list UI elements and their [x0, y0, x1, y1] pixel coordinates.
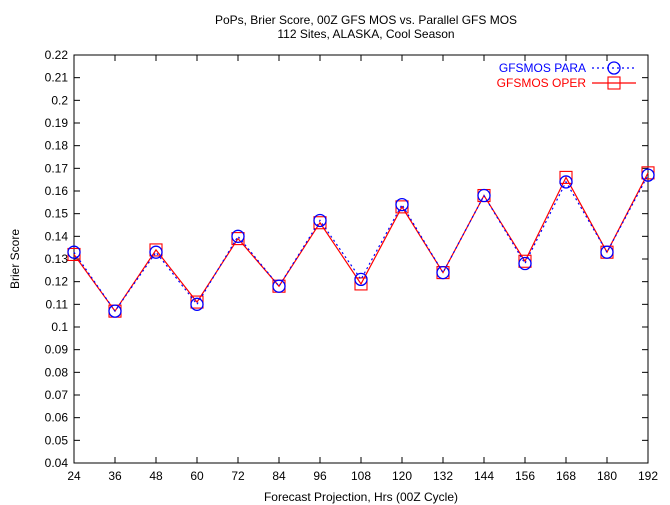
- gfsmos-oper-point: [559, 170, 573, 184]
- y-tick-label: 0.08: [45, 365, 69, 379]
- y-axis: 0.04 0.05 0.06 0.07 0.08 0.09 0.1 0.11 0.12 0.13 0…: [45, 48, 648, 470]
- x-tick-label: 60: [190, 469, 204, 483]
- gfsmos-para-point: [395, 197, 409, 212]
- legend-label-gfsmos-para: GFSMOS PARA: [499, 61, 586, 75]
- y-tick-label: 0.05: [45, 433, 69, 447]
- x-tick-label: 96: [313, 469, 327, 483]
- x-tick-label: 72: [231, 469, 245, 483]
- y-tick-label: 0.13: [45, 252, 69, 266]
- y-tick-label: 0.18: [45, 139, 69, 153]
- series-layer: [67, 166, 655, 318]
- y-tick-label: 0.09: [45, 343, 69, 357]
- gfsmos-para-point: [600, 245, 614, 259]
- x-tick-label: 108: [351, 469, 371, 483]
- x-tick-label: 24: [67, 469, 81, 483]
- legend-label-gfsmos-oper: GFSMOS OPER: [497, 76, 587, 90]
- y-tick-label: 0.12: [45, 275, 69, 289]
- legend-gfsmos-oper-point: [607, 76, 621, 90]
- legend-gfsmos-para-point: [607, 61, 621, 75]
- chart-title: PoPs, Brier Score, 00Z GFS MOS vs. Paral…: [215, 13, 517, 27]
- x-tick-label: 132: [433, 469, 453, 483]
- y-tick-label: 0.14: [45, 229, 69, 243]
- gfsmos-para-point: [641, 168, 655, 182]
- y-tick-label: 0.1: [51, 320, 68, 334]
- gfsmos-para-series: [67, 168, 655, 318]
- y-tick-label: 0.16: [45, 184, 69, 198]
- x-tick-label: 192: [638, 469, 658, 483]
- y-tick-label: 0.15: [45, 207, 69, 221]
- y-tick-label: 0.19: [45, 116, 69, 130]
- x-axis: 24 36 48 60 72 84 96 108 120 132 144 156 168 180 192: [67, 55, 658, 483]
- gfsmos-para-point: [477, 188, 491, 203]
- y-tick-label: 0.11: [46, 297, 69, 311]
- plot-frame: [73, 54, 649, 464]
- y-tick-label: 0.07: [45, 388, 69, 402]
- x-tick-label: 120: [392, 469, 412, 483]
- y-tick-label: 0.06: [45, 411, 69, 425]
- x-tick-label: 144: [474, 469, 494, 483]
- y-axis-label: Brier Score: [8, 229, 22, 289]
- x-axis-label: Forecast Projection, Hrs (00Z Cycle): [264, 490, 458, 504]
- gfsmos-oper-series: [67, 166, 655, 318]
- gfsmos-para-point: [272, 279, 286, 293]
- y-tick-label: 0.04: [45, 456, 69, 470]
- x-tick-label: 84: [272, 469, 286, 483]
- gfsmos-oper-line: [73, 172, 649, 313]
- x-tick-label: 156: [515, 469, 535, 483]
- x-tick-label: 48: [149, 469, 163, 483]
- gfsmos-para-line: [73, 174, 649, 313]
- x-tick-label: 168: [556, 469, 576, 483]
- gfsmos-para-point: [559, 175, 573, 189]
- y-tick-label: 0.21: [45, 71, 69, 85]
- gfsmos-para-point: [67, 245, 81, 259]
- gfsmos-para-point: [313, 213, 327, 228]
- gfsmos-para-point: [190, 297, 204, 311]
- gfsmos-para-point: [354, 272, 368, 287]
- y-tick-label: 0.22: [45, 48, 69, 62]
- gfsmos-para-point: [149, 245, 163, 259]
- gfsmos-oper-point: [354, 277, 368, 291]
- gfsmos-para-point: [436, 265, 450, 280]
- y-tick-label: 0.17: [45, 161, 69, 175]
- x-tick-label: 36: [108, 469, 122, 483]
- gfsmos-para-point: [518, 256, 532, 271]
- gfsmos-para-point: [231, 229, 245, 243]
- gfsmos-para-point: [108, 304, 122, 318]
- x-tick-label: 180: [597, 469, 617, 483]
- y-tick-label: 0.2: [51, 93, 68, 107]
- chart-subtitle: 112 Sites, ALASKA, Cool Season: [277, 27, 454, 41]
